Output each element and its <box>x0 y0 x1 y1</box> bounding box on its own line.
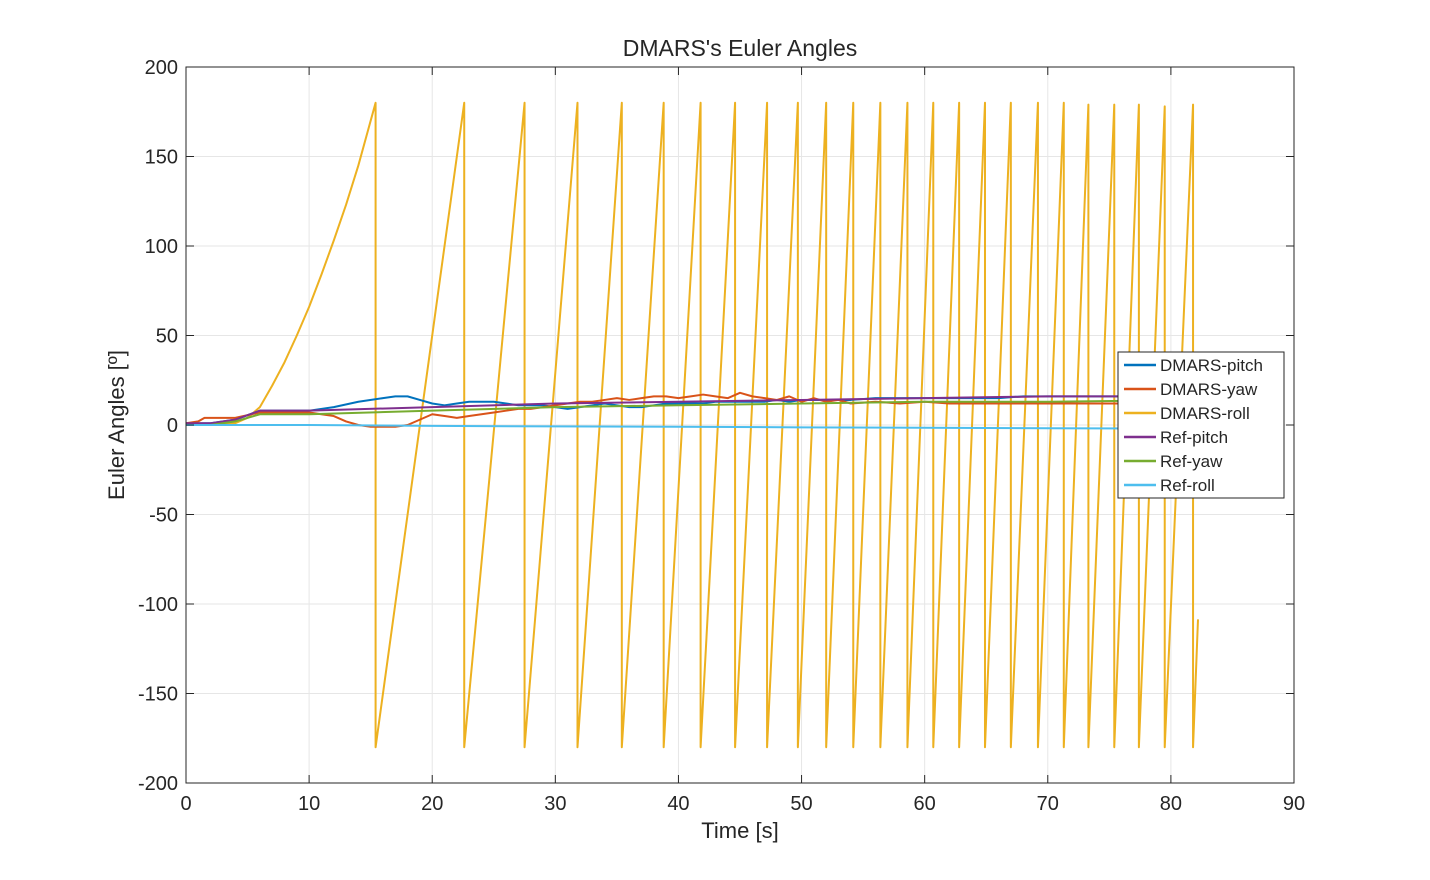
y-tick-label: 200 <box>145 57 178 79</box>
series-line-dmars-roll <box>186 101 1199 749</box>
chart-title: DMARS's Euler Angles <box>623 35 857 61</box>
legend-label: DMARS-roll <box>1160 404 1250 423</box>
y-tick-label: -100 <box>138 594 178 616</box>
legend-label: DMARS-pitch <box>1160 356 1263 375</box>
series-lines <box>186 101 1199 749</box>
x-tick-label: 70 <box>1037 793 1059 815</box>
y-tick-label: 50 <box>156 326 178 348</box>
y-tick-label: -200 <box>138 773 178 795</box>
x-axis-label: Time [s] <box>701 818 778 843</box>
legend-label: Ref-pitch <box>1160 428 1228 447</box>
legend-label: Ref-yaw <box>1160 452 1223 471</box>
series-line-ref-pitch <box>186 395 1197 425</box>
x-tick-label: 50 <box>790 793 812 815</box>
x-tick-label: 40 <box>667 793 689 815</box>
x-tick-label: 90 <box>1283 793 1305 815</box>
series-line-ref-yaw <box>186 398 1197 426</box>
y-tick-label: 0 <box>167 415 178 437</box>
x-tick-label: 10 <box>298 793 320 815</box>
y-tick-label: -150 <box>138 684 178 706</box>
y-tick-label: -50 <box>149 505 178 527</box>
x-tick-label: 0 <box>180 793 191 815</box>
y-tick-label: 150 <box>145 147 178 169</box>
x-tick-label: 30 <box>544 793 566 815</box>
y-tick-label: 100 <box>145 236 178 258</box>
x-tick-label: 20 <box>421 793 443 815</box>
x-tick-label: 80 <box>1160 793 1182 815</box>
x-tick-label: 60 <box>914 793 936 815</box>
axis-ticks: 0 10 20 30 40 50 60 70 80 90 200 150 100 50 0 -50 -100 -1… <box>138 57 1305 815</box>
legend-items: DMARS-pitch DMARS-yaw DMARS-roll Ref-pitch R… <box>1124 356 1263 495</box>
legend-box <box>1117 351 1285 499</box>
legend-label: DMARS-yaw <box>1160 380 1258 399</box>
series-line-ref-roll <box>186 424 1197 430</box>
y-axis-label: Euler Angles [º] <box>104 350 129 500</box>
legend: DMARS-pitch DMARS-yaw DMARS-roll Ref-pitch R… <box>1117 351 1285 499</box>
legend-label: Ref-roll <box>1160 476 1215 495</box>
